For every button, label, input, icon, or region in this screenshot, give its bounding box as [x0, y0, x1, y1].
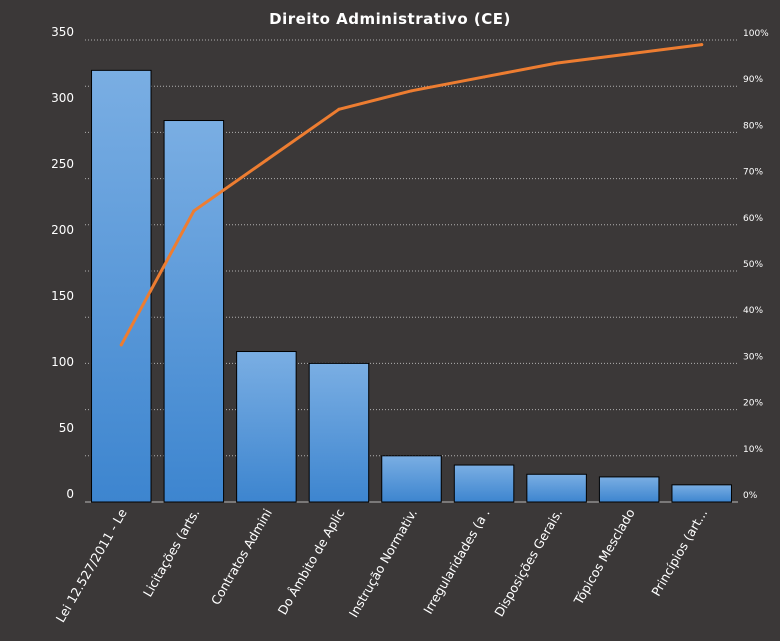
y-tick-label: 250 — [51, 157, 74, 171]
bar — [236, 351, 297, 503]
chart-title: Direito Administrativo (CE) — [269, 10, 511, 28]
y2-tick-label: 60% — [743, 214, 763, 224]
y2-tick-label: 10% — [743, 445, 763, 455]
y-tick-label: 200 — [51, 223, 74, 237]
y2-tick-label: 100% — [743, 29, 769, 39]
line-point — [482, 75, 486, 79]
x-tick-label: Irregularidades (a . — [420, 506, 492, 617]
x-tick-label: Do Âmbito de Aplic — [275, 506, 348, 617]
line-point — [627, 52, 631, 56]
bar — [671, 484, 732, 503]
bar-series — [91, 69, 732, 503]
y-tick-label: 300 — [51, 91, 74, 105]
y2-tick-label: 50% — [743, 260, 763, 270]
line-point — [119, 343, 123, 347]
x-tick-label: Disposições Gerais. — [491, 506, 565, 619]
line-point — [555, 61, 559, 65]
bar — [308, 362, 370, 503]
bar — [598, 476, 660, 503]
y-tick-label: 350 — [51, 25, 74, 39]
y2-tick-label: 20% — [743, 399, 763, 409]
bar — [163, 120, 225, 503]
y-tick-label: 0 — [66, 487, 74, 501]
secondary-y-axis: 0% 10% 20% 30% 40% 50% 60% 70% 80% 90% 100% — [743, 29, 769, 501]
x-tick-label: Instrução Normativ. — [346, 506, 420, 620]
y2-tick-label: 0% — [743, 491, 758, 501]
y2-tick-label: 40% — [743, 306, 763, 316]
bar — [91, 69, 152, 503]
x-axis: Lei 12.527/2011 - Le Licitações (arts. Con… — [53, 506, 711, 625]
y2-tick-label: 30% — [743, 352, 763, 362]
y2-tick-label: 80% — [743, 121, 763, 131]
bar — [526, 473, 587, 503]
cumulative-line-series — [119, 43, 704, 347]
y2-tick-label: 70% — [743, 168, 763, 178]
line-point — [700, 43, 704, 47]
y-tick-label: 100 — [51, 355, 74, 369]
x-tick-label: Princípios (art... — [648, 506, 710, 599]
bar — [381, 455, 442, 503]
x-tick-label: Contratos Admini — [208, 506, 275, 607]
x-tick-label: Lei 12.527/2011 - Le — [53, 506, 130, 625]
y-tick-label: 50 — [59, 421, 74, 435]
x-tick-label: Tópicos Mesclado — [570, 506, 638, 608]
line-point — [337, 107, 341, 111]
line-point — [264, 158, 268, 162]
x-tick-label: Licitações (arts. — [140, 506, 203, 599]
primary-y-axis: 0 50 100 150 200 250 300 350 — [51, 25, 74, 501]
y-tick-label: 150 — [51, 289, 74, 303]
bar — [453, 464, 515, 503]
y2-tick-label: 90% — [743, 75, 763, 85]
line-point — [410, 89, 413, 93]
line-point — [192, 209, 196, 213]
